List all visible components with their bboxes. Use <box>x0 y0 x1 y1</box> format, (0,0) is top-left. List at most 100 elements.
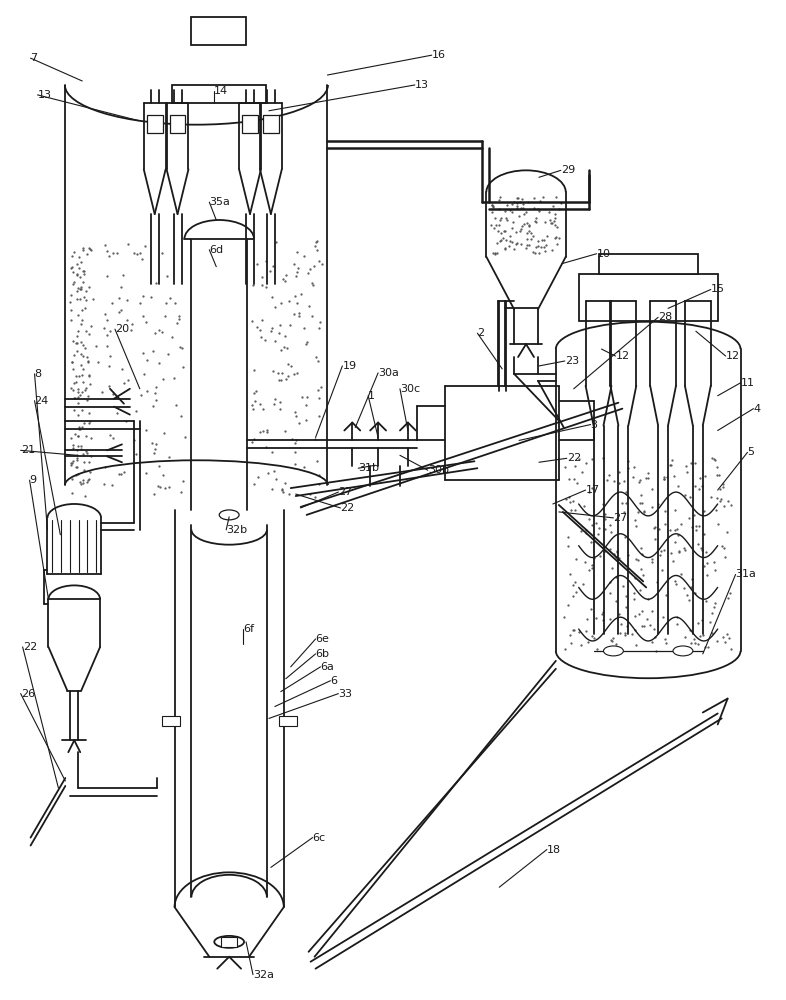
Point <box>254 424 266 440</box>
Point <box>107 430 119 446</box>
Point <box>307 277 319 293</box>
Point <box>148 486 160 502</box>
Point <box>288 256 300 272</box>
Point <box>112 290 125 306</box>
Point <box>700 593 712 609</box>
Point <box>564 471 576 487</box>
Text: 28: 28 <box>658 312 672 322</box>
Point <box>669 573 681 589</box>
Point <box>686 571 699 587</box>
Point <box>660 469 673 485</box>
Point <box>722 590 734 606</box>
Point <box>282 356 295 372</box>
Point <box>521 237 534 253</box>
Point <box>172 311 185 327</box>
Point <box>508 194 520 210</box>
Point <box>272 325 285 341</box>
Point <box>531 238 544 254</box>
Point <box>149 325 161 341</box>
Point <box>283 317 296 333</box>
Point <box>145 289 157 305</box>
Point <box>665 545 678 561</box>
Point <box>248 362 260 378</box>
Point <box>66 455 79 471</box>
Point <box>582 511 595 527</box>
Point <box>632 504 645 520</box>
Text: 6b: 6b <box>315 649 329 659</box>
Point <box>706 625 718 641</box>
Point <box>489 246 501 262</box>
Point <box>81 388 94 404</box>
Point <box>303 486 316 502</box>
Point <box>247 401 259 417</box>
Point <box>112 304 125 320</box>
Point <box>266 320 279 336</box>
Point <box>627 459 640 475</box>
Point <box>174 339 186 355</box>
Point <box>140 383 152 399</box>
Point <box>81 354 94 370</box>
Point <box>568 622 581 638</box>
Point <box>281 368 294 384</box>
Point <box>689 522 702 538</box>
Point <box>658 469 670 485</box>
Point <box>294 286 307 302</box>
Point <box>500 232 512 248</box>
Point <box>310 349 322 365</box>
Point <box>128 245 141 261</box>
Point <box>277 339 290 355</box>
Point <box>656 562 668 578</box>
Point <box>488 220 501 236</box>
Point <box>73 419 86 435</box>
Point <box>278 423 291 439</box>
Point <box>588 550 601 566</box>
Point <box>597 496 609 512</box>
Point <box>575 464 588 480</box>
Point <box>288 456 301 472</box>
Point <box>609 636 622 652</box>
Point <box>83 367 96 383</box>
Point <box>299 412 312 428</box>
Point <box>83 413 96 429</box>
Point <box>565 635 578 651</box>
Point <box>567 588 579 604</box>
Point <box>266 289 279 305</box>
Bar <box>263 115 279 133</box>
Point <box>582 562 595 578</box>
Point <box>153 355 166 371</box>
Point <box>169 295 182 311</box>
Point <box>70 335 83 351</box>
Point <box>311 353 324 369</box>
Point <box>590 515 602 531</box>
Point <box>620 495 633 511</box>
Point <box>564 502 577 518</box>
Point <box>149 275 162 291</box>
Point <box>564 566 577 582</box>
Point <box>678 540 690 556</box>
Point <box>513 208 526 224</box>
Point <box>84 376 97 392</box>
Point <box>81 474 94 490</box>
Point <box>268 333 281 349</box>
Point <box>90 338 102 354</box>
Point <box>692 518 705 534</box>
Point <box>635 495 648 511</box>
Point <box>85 448 97 464</box>
Point <box>77 263 90 279</box>
Point <box>145 435 158 451</box>
Text: 16: 16 <box>432 50 446 60</box>
Point <box>75 254 87 270</box>
Point <box>77 289 90 305</box>
Point <box>613 550 626 566</box>
Point <box>590 610 603 626</box>
Point <box>532 201 545 217</box>
Point <box>685 579 697 595</box>
Text: 6f: 6f <box>243 624 254 634</box>
Point <box>251 256 263 272</box>
Point <box>709 502 722 518</box>
Point <box>175 340 188 356</box>
Point <box>626 626 638 642</box>
Point <box>567 471 580 487</box>
Point <box>697 526 710 542</box>
Point <box>101 243 114 259</box>
